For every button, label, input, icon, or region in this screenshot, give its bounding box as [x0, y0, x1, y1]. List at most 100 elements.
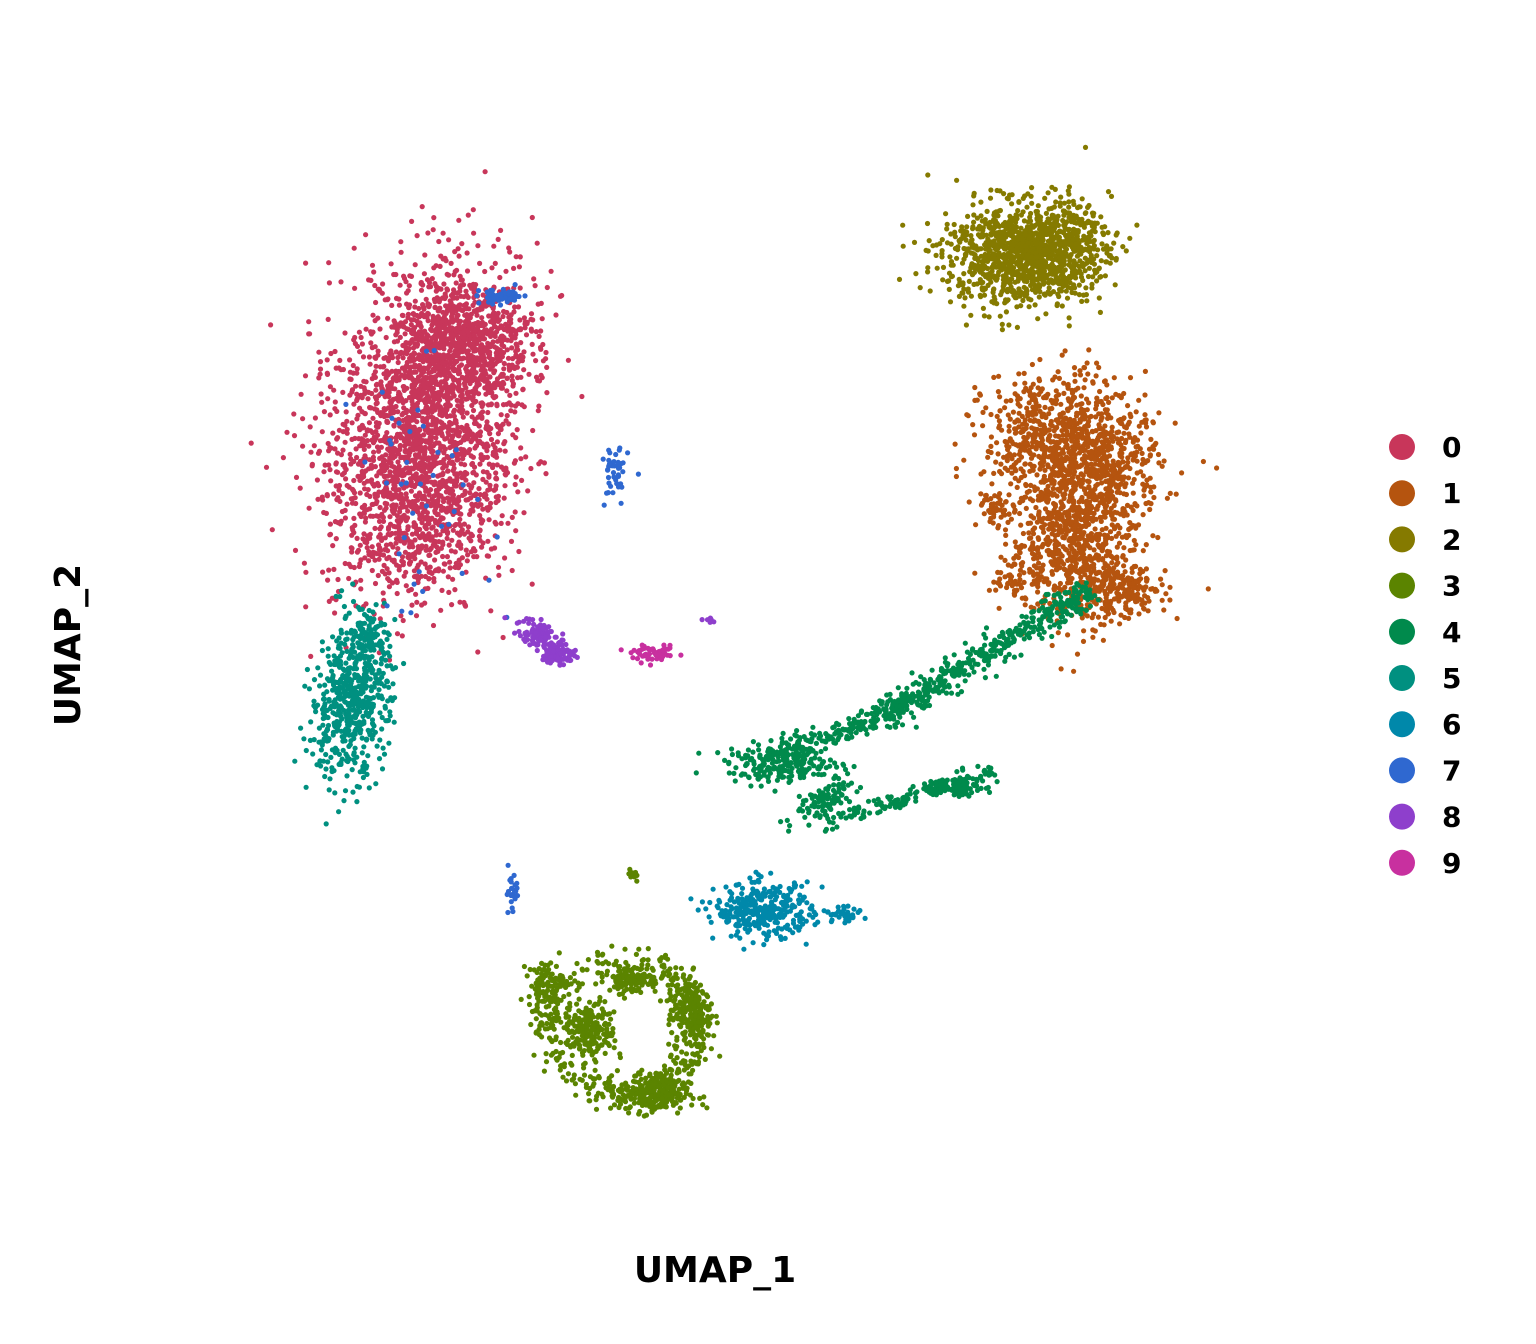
- point-cluster-0: [438, 379, 444, 385]
- point-cluster-1: [1021, 543, 1028, 549]
- point-cluster-0: [456, 539, 462, 545]
- point-cluster-1: [953, 473, 960, 480]
- point-cluster-0: [478, 343, 484, 349]
- point-cluster-1: [1161, 458, 1167, 464]
- point-cluster-1: [1012, 419, 1018, 425]
- point-cluster-0: [515, 489, 521, 495]
- point-cluster-0: [407, 369, 413, 375]
- point-cluster-0: [359, 440, 365, 446]
- point-cluster-0: [454, 530, 461, 536]
- point-cluster-0: [316, 349, 322, 355]
- point-cluster-1: [1145, 608, 1151, 614]
- point-cluster-0: [378, 524, 384, 530]
- point-cluster-0: [466, 482, 472, 488]
- point-cluster-0: [501, 366, 507, 372]
- point-cluster-1: [964, 412, 970, 418]
- point-cluster-1: [1111, 576, 1117, 582]
- point-cluster-1: [1050, 439, 1056, 445]
- point-cluster-1: [1037, 408, 1043, 414]
- point-cluster-1: [1026, 530, 1032, 536]
- point-cluster-1: [991, 374, 997, 380]
- point-cluster-0: [464, 430, 470, 436]
- point-cluster-0: [423, 296, 429, 302]
- point-cluster-0: [352, 341, 358, 347]
- point-cluster-1: [1053, 388, 1059, 394]
- point-cluster-1: [1148, 489, 1154, 495]
- point-cluster-1: [1083, 469, 1089, 475]
- point-cluster-1: [1069, 428, 1075, 434]
- point-cluster-1: [1167, 597, 1173, 603]
- point-cluster-0: [327, 384, 333, 390]
- point-cluster-0: [516, 548, 522, 555]
- point-cluster-0: [468, 372, 474, 378]
- point-cluster-0: [397, 442, 403, 449]
- point-cluster-0: [435, 548, 441, 555]
- point-cluster-0: [516, 327, 522, 333]
- point-cluster-0: [370, 312, 376, 318]
- point-cluster-1: [988, 411, 994, 418]
- point-cluster-0: [344, 482, 350, 489]
- point-cluster-0: [417, 397, 423, 403]
- point-cluster-1: [1037, 422, 1043, 428]
- point-cluster-1: [1029, 361, 1035, 368]
- point-cluster-1: [1050, 451, 1056, 457]
- point-cluster-0: [539, 316, 545, 322]
- point-cluster-0: [353, 500, 359, 507]
- point-cluster-0: [476, 486, 482, 492]
- point-cluster-1: [1109, 560, 1115, 566]
- point-cluster-0: [407, 466, 414, 473]
- point-cluster-0: [392, 453, 398, 459]
- point-cluster-0: [354, 396, 360, 402]
- point-cluster-0: [384, 501, 390, 507]
- point-cluster-0: [515, 359, 521, 365]
- point-cluster-0: [376, 469, 382, 475]
- point-cluster-0: [432, 499, 439, 505]
- point-cluster-1: [1078, 416, 1085, 422]
- point-cluster-0: [476, 423, 482, 429]
- point-cluster-1: [1048, 397, 1054, 403]
- point-cluster-0: [544, 284, 550, 291]
- point-cluster-0: [372, 344, 378, 350]
- point-cluster-1: [1153, 440, 1159, 446]
- point-cluster-0: [526, 371, 532, 377]
- point-cluster-0: [402, 319, 409, 325]
- point-cluster-0: [469, 343, 475, 349]
- point-cluster-0: [427, 468, 433, 474]
- point-cluster-1: [1037, 466, 1043, 472]
- point-cluster-1: [1097, 432, 1103, 438]
- point-cluster-0: [388, 382, 394, 388]
- point-cluster-0: [413, 613, 420, 619]
- point-cluster-0: [402, 331, 408, 337]
- point-cluster-1: [1062, 348, 1068, 354]
- point-cluster-0: [522, 325, 528, 331]
- point-cluster-0: [370, 457, 377, 463]
- point-cluster-0: [473, 309, 479, 315]
- point-cluster-0: [433, 528, 439, 534]
- point-cluster-0: [359, 341, 365, 347]
- point-cluster-1: [1061, 380, 1067, 386]
- point-cluster-1: [1006, 423, 1012, 429]
- point-cluster-1: [1140, 511, 1146, 518]
- point-cluster-0: [306, 331, 312, 337]
- point-cluster-0: [440, 477, 446, 483]
- point-cluster-1: [1089, 428, 1095, 434]
- point-cluster-0: [469, 431, 476, 437]
- point-cluster-0: [445, 305, 451, 311]
- point-cluster-0: [535, 408, 541, 414]
- point-cluster-0: [508, 538, 515, 545]
- point-cluster-0: [428, 377, 434, 383]
- point-cluster-1: [1020, 530, 1026, 537]
- point-cluster-1: [1141, 493, 1147, 499]
- point-cluster-0: [361, 510, 367, 516]
- point-cluster-0: [377, 364, 383, 370]
- point-cluster-0: [452, 340, 459, 346]
- point-cluster-0: [446, 589, 452, 596]
- point-cluster-0: [432, 456, 438, 462]
- point-cluster-0: [497, 274, 503, 281]
- point-cluster-1: [1117, 621, 1123, 627]
- point-cluster-0: [325, 577, 331, 583]
- point-cluster-0: [336, 482, 343, 489]
- point-cluster-0: [380, 552, 387, 558]
- point-cluster-0: [445, 388, 451, 394]
- point-cluster-1: [1012, 475, 1018, 481]
